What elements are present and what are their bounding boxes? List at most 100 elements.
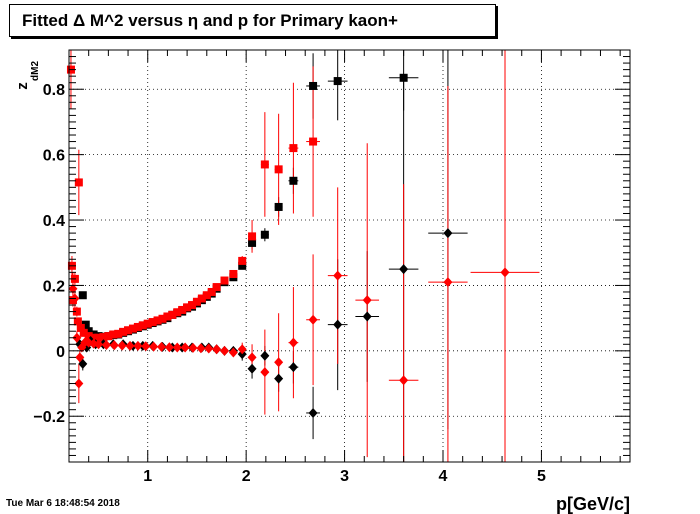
tick-labels: 1 2 3 4 5 −0.2 0 0.2 0.4 0.6 0.8 [33, 82, 546, 485]
data-point-diamond [117, 340, 127, 351]
data-point-diamond [180, 342, 190, 353]
title-box: Fitted Δ M^2 versus η and p for Primary … [9, 4, 496, 37]
data-point-square [260, 230, 269, 239]
y-tick-label: 0.4 [43, 213, 65, 230]
data-point-square [274, 165, 283, 174]
data-point-diamond [220, 345, 230, 356]
data-point-square [119, 327, 128, 336]
y-axis-title-subscript: dM2 [30, 61, 41, 81]
data-point-square [188, 301, 197, 310]
data-point-square [73, 317, 82, 326]
data-point-diamond [247, 352, 257, 363]
data-point-square [212, 283, 221, 292]
data-point-diamond [260, 367, 270, 378]
data-point-diamond [72, 332, 82, 343]
data-point-square [74, 178, 83, 187]
data-point-diamond [333, 270, 343, 281]
x-tick-label: 2 [242, 468, 251, 485]
data-point-diamond [204, 343, 214, 354]
plot-frame [68, 49, 631, 463]
data-point-square [220, 276, 229, 285]
x-tick-label: 5 [537, 468, 546, 485]
data-point-square [289, 176, 298, 185]
data-point-square [238, 256, 247, 265]
data-point-diamond [308, 407, 318, 418]
data-point-diamond [228, 347, 238, 358]
data-point-diamond [212, 344, 222, 355]
data-point-diamond [133, 340, 143, 351]
data-point-diamond [247, 363, 257, 374]
error-bars [70, 50, 540, 462]
timestamp: Tue Mar 6 18:48:54 2018 [6, 498, 120, 509]
data-point-square [128, 324, 137, 333]
data-point-diamond [443, 277, 453, 288]
grid [69, 50, 630, 462]
data-point-square [109, 330, 118, 339]
data-point-square [72, 307, 81, 316]
data-point-diamond [399, 375, 409, 386]
data-point-square [158, 314, 167, 323]
data-point-diamond [274, 357, 284, 368]
data-point-square [79, 328, 88, 337]
data-point-diamond [260, 350, 270, 361]
data-point-square [192, 297, 201, 306]
data-point-square [133, 322, 142, 331]
data-point-square [81, 320, 90, 329]
data-point-square [333, 77, 342, 86]
axis-ticks [68, 49, 630, 462]
data-point-square [274, 202, 283, 211]
data-point-square [183, 303, 192, 312]
y-tick-label: −0.2 [33, 409, 65, 426]
data-point-diamond [443, 228, 453, 239]
data-point-square [309, 137, 318, 146]
data-point-square [399, 73, 408, 82]
data-point-square [197, 294, 206, 303]
data-point-square [229, 269, 238, 278]
data-point-diamond [141, 341, 151, 352]
data-point-diamond [109, 340, 119, 351]
data-point-square [114, 329, 123, 338]
data-point-square [238, 261, 247, 270]
data-point-square [143, 319, 152, 328]
data-point-square [163, 312, 172, 321]
data-point-diamond [308, 314, 318, 325]
data-point-diamond [237, 344, 247, 355]
y-tick-label: 0.6 [43, 148, 65, 165]
data-point-square [94, 333, 103, 342]
y-axis-title: z dM2 [14, 61, 41, 90]
x-tick-label: 3 [340, 468, 349, 485]
data-point-square [202, 291, 211, 300]
data-point-square [289, 144, 298, 153]
data-point-diamond [94, 339, 104, 350]
data-point-square [248, 232, 257, 241]
y-axis-title-main: z [14, 82, 31, 90]
data-point-square [248, 238, 257, 247]
data-point-square [309, 81, 318, 90]
data-point-diamond [188, 342, 198, 353]
data-point-diamond [196, 343, 206, 354]
data-point-square [78, 291, 87, 300]
x-axis-title: p[GeV/c] [556, 494, 630, 514]
data-point-diamond [333, 319, 343, 330]
data-point-diamond [101, 339, 111, 350]
data-point-square [153, 316, 162, 325]
data-point-square [260, 160, 269, 169]
data-point-square [124, 326, 133, 335]
data-point-diamond [362, 295, 372, 306]
data-point-diamond [288, 362, 298, 373]
data-point-square [84, 332, 93, 341]
data-point-square [99, 333, 108, 342]
data-point-diamond [172, 342, 182, 353]
data-point-diamond [399, 264, 409, 275]
data-point-square [104, 332, 113, 341]
data-point-square [138, 321, 147, 330]
chart-title: Fitted Δ M^2 versus η and p for Primary … [22, 11, 398, 30]
x-tick-label: 1 [143, 468, 152, 485]
data-point-diamond [288, 337, 298, 348]
data-point-square [173, 308, 182, 317]
data-markers [66, 65, 510, 418]
data-point-diamond [274, 373, 284, 384]
data-point-square [207, 287, 216, 296]
data-point-diamond [164, 342, 174, 353]
